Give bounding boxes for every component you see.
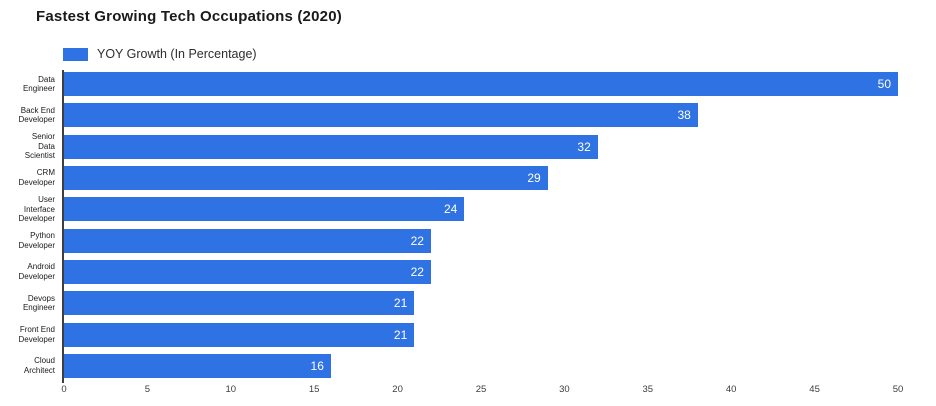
category-label: Android Developer	[18, 262, 55, 281]
bar-value-label: 24	[443, 202, 458, 217]
category-label: Devops Engineer	[22, 293, 55, 313]
bar-row: 21	[64, 291, 898, 316]
category-label: Back End Developer	[18, 105, 55, 125]
category-label: User Interface Developer	[18, 195, 55, 224]
bar-row: 50	[64, 72, 898, 96]
chart-title: Fastest Growing Tech Occupations (2020)	[36, 8, 342, 25]
bar-value-label: 38	[677, 108, 691, 123]
category-axis-labels: Data Engineer Back End Developer Senior Da…	[0, 72, 59, 378]
x-axis-tick-label: 5	[144, 384, 151, 395]
bar-value-label: 22	[410, 264, 424, 279]
bar[interactable]: 22	[64, 259, 431, 284]
bar[interactable]: 32	[64, 134, 598, 159]
bar-value-label: 29	[527, 170, 541, 185]
x-axis-tick-label: 15	[308, 384, 320, 395]
bar-row: 29	[64, 165, 898, 190]
bar[interactable]: 50	[64, 72, 898, 96]
x-axis-tick-label: 20	[392, 384, 403, 395]
bar-row: 38	[64, 103, 898, 128]
category-label: Python Developer	[18, 231, 55, 250]
category-label: CRM Developer	[18, 168, 55, 187]
bar[interactable]: 24	[64, 197, 465, 222]
x-axis-tick-label: 10	[225, 384, 237, 395]
bar[interactable]: 22	[64, 228, 431, 253]
category-label: Cloud Architect	[23, 356, 55, 375]
x-axis-tick-labels: 0 5 10 15 20 25 30 35 40 45 50	[61, 384, 903, 398]
category-label: Senior Data Scientist	[24, 132, 55, 161]
bar[interactable]: 21	[64, 291, 415, 316]
bar-row: 32	[64, 134, 898, 159]
bar-value-label: 32	[577, 139, 591, 154]
bar-row: 21	[64, 322, 898, 347]
bar-value-label: 16	[310, 358, 324, 373]
bar-row: 16	[64, 353, 898, 378]
bar-value-label: 50	[877, 77, 891, 91]
category-label: Front End Developer	[18, 325, 55, 344]
category-label: Data Engineer	[22, 74, 55, 94]
x-axis-tick-label: 50	[892, 384, 904, 395]
bar-value-label: 21	[393, 327, 408, 342]
bar[interactable]: 38	[64, 103, 698, 128]
bar[interactable]: 21	[64, 322, 415, 347]
y-axis-line	[62, 70, 64, 383]
x-axis-tick-label: 0	[61, 384, 67, 395]
bar-value-label: 22	[410, 233, 424, 248]
x-axis-tick-label: 45	[809, 384, 820, 395]
bar-plot-area: 50 38 32 29 24 22 22 21 21 16	[64, 72, 898, 378]
bar-value-label: 21	[393, 296, 408, 311]
bar[interactable]: 29	[64, 165, 548, 190]
legend-item-yoy-growth[interactable]: YOY Growth (In Percentage)	[63, 47, 257, 61]
x-axis-tick-label: 25	[475, 384, 487, 395]
bar-row: 24	[64, 197, 898, 222]
x-axis-tick-label: 35	[642, 384, 654, 395]
x-axis-tick-label: 40	[725, 384, 737, 395]
bar-row: 22	[64, 228, 898, 253]
legend-label: YOY Growth (In Percentage)	[97, 47, 257, 61]
x-axis-tick-label: 30	[559, 384, 570, 395]
bar-row: 22	[64, 259, 898, 284]
legend-swatch	[63, 47, 88, 61]
bar[interactable]: 16	[64, 353, 331, 378]
